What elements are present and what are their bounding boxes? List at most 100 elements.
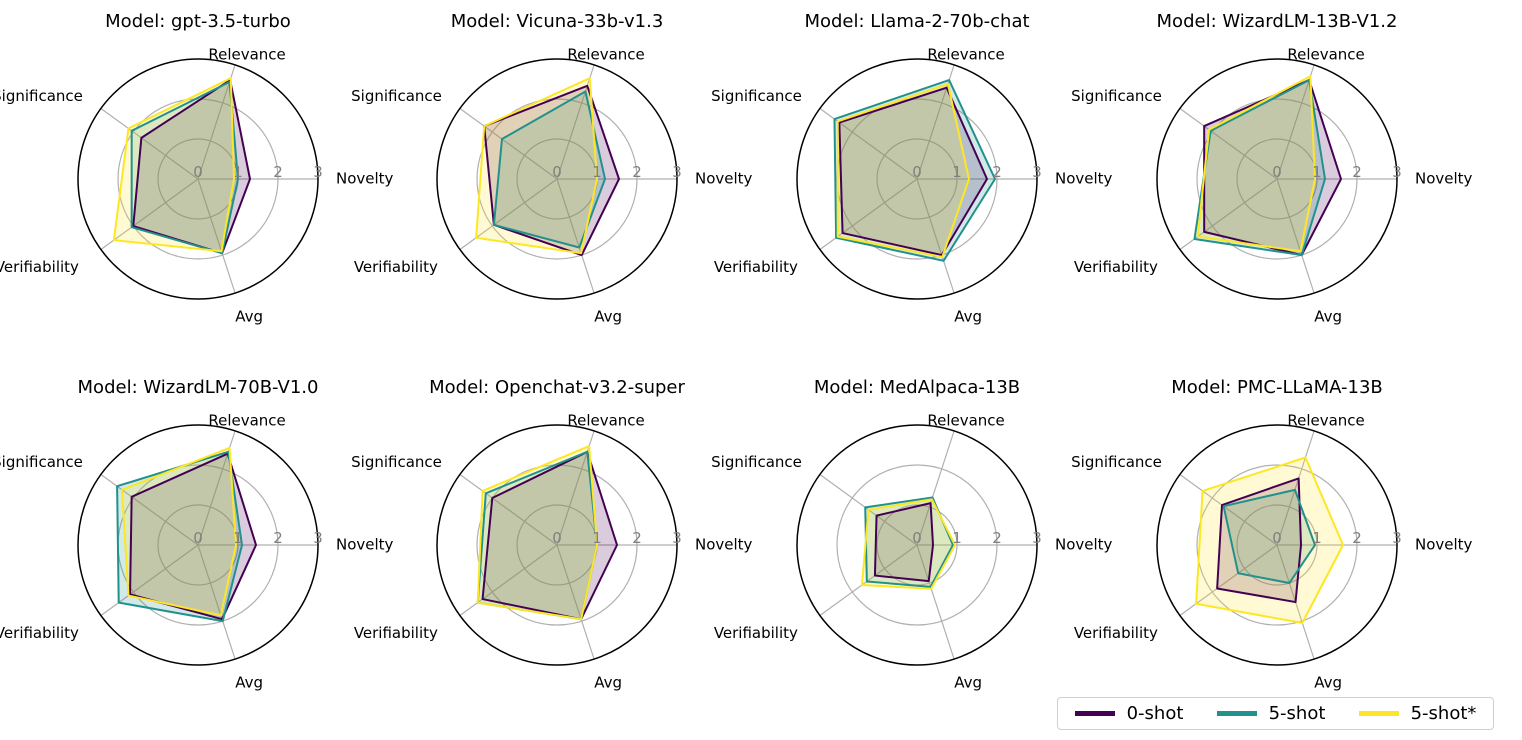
axis-label-novelty: Novelty (1055, 536, 1113, 554)
series-line-0-shot (1216, 477, 1302, 604)
radial-tick-label: 1 (592, 163, 602, 181)
radar-chart-2: Model: Vicuna-33b-v1.3 0 1 2 3 Novelty Relevan… (351, 11, 752, 326)
radial-tick-label: 0 (193, 163, 203, 181)
axis-label-relevance: Relevance (1287, 411, 1364, 429)
axis-label-verifiability: Verifiability (714, 258, 798, 276)
grid-spoke (556, 178, 595, 294)
radial-tick-label: 3 (1392, 163, 1402, 181)
grid-spoke (819, 107, 918, 180)
chart-title: Model: WizardLM-70B-V1.0 (78, 377, 319, 398)
radial-tick-label: 2 (273, 163, 283, 181)
series-fill-5-shot (117, 451, 242, 622)
radial-tick-label: 3 (1392, 529, 1402, 547)
axis-label-significance: Significance (0, 453, 83, 471)
outer-ring (77, 424, 319, 666)
chart-title: Model: WizardLM-13B-V1.2 (1157, 11, 1398, 32)
grid-spoke (1179, 178, 1278, 251)
radial-tick-label: 2 (1352, 163, 1362, 181)
grid-spoke (916, 544, 955, 660)
axis-label-relevance: Relevance (208, 411, 285, 429)
axis-label-avg: Avg (1314, 674, 1342, 692)
grid-spoke (916, 430, 955, 546)
grid-spoke (819, 544, 918, 617)
radial-tick-label: 0 (552, 163, 562, 181)
series-fill-5-shot-star (476, 78, 597, 254)
outer-ring (1156, 58, 1398, 300)
grid-spoke (1276, 430, 1315, 546)
series-fill-0-shot (130, 453, 256, 620)
radial-tick-label: 3 (1032, 163, 1042, 181)
series-fill-0-shot (133, 80, 250, 254)
grid-spoke (556, 544, 595, 660)
series-line-0-shot (838, 86, 988, 257)
grid-spoke (556, 64, 595, 180)
legend: 0-shot 5-shot 5-shot* (1057, 697, 1494, 730)
axis-label-significance: Significance (1071, 453, 1162, 471)
chart-title: Model: Openchat-v3.2-super (429, 377, 685, 398)
radial-tick-label: 0 (552, 529, 562, 547)
axis-label-verifiability: Verifiability (354, 258, 438, 276)
series-fill-5-shot (1223, 489, 1315, 584)
radial-tick-label: 3 (672, 163, 682, 181)
axis-label-relevance: Relevance (927, 45, 1004, 63)
legend-label-5-shot: 5-shot (1268, 703, 1326, 724)
radar-chart-3: Model: Llama-2-70b-chat 0 1 2 3 Novelty Releva… (711, 11, 1112, 326)
axis-label-significance: Significance (1071, 87, 1162, 105)
axis-label-avg: Avg (954, 674, 982, 692)
series-fill-5-shot (1194, 80, 1325, 256)
grid-spoke (100, 107, 199, 180)
axis-label-verifiability: Verifiability (0, 258, 79, 276)
axis-label-significance: Significance (711, 87, 802, 105)
series-line-0-shot (481, 450, 618, 621)
grid-spoke (459, 544, 558, 617)
outer-ring (77, 58, 319, 300)
radial-tick-label: 1 (952, 529, 962, 547)
radial-tick-label: 1 (1312, 529, 1322, 547)
series-line-5-shot-star (120, 446, 237, 617)
series-fill-5-shot-star (837, 83, 969, 257)
legend-item-5-shot: 5-shot (1216, 703, 1326, 724)
axis-label-novelty: Novelty (695, 536, 753, 554)
series-line-5-shot (833, 79, 996, 262)
radar-chart-7: Model: MedAlpaca-13B 0 1 2 3 Novelty Relevance… (711, 377, 1112, 692)
series-line-5-shot-star (860, 498, 956, 590)
series-fill-5-shot (477, 451, 597, 620)
series-line-5-shot-star (112, 77, 235, 253)
chart-title: Model: PMC-LLaMA-13B (1171, 377, 1383, 398)
series-fill-0-shot (484, 85, 619, 256)
axis-label-novelty: Novelty (1415, 536, 1473, 554)
axis-label-significance: Significance (0, 87, 83, 105)
radial-tick-label: 3 (313, 163, 323, 181)
series-line-0-shot (129, 452, 257, 621)
legend-label-0-shot: 0-shot (1126, 703, 1184, 724)
series-fill-5-shot (834, 80, 995, 261)
series-fill-5-shot-star (121, 447, 236, 616)
outer-ring (436, 424, 678, 666)
radar-chart-1: Model: gpt-3.5-turbo 0 1 2 3 Novelty Relevance… (0, 11, 394, 326)
grid-spoke (100, 544, 199, 617)
axis-label-relevance: Relevance (1287, 45, 1364, 63)
chart-title: Model: MedAlpaca-13B (814, 377, 1020, 398)
series-line-5-shot-star (836, 82, 970, 258)
radial-tick-label: 2 (992, 163, 1002, 181)
radial-tick-label: 0 (1272, 529, 1282, 547)
outer-ring (796, 424, 1038, 666)
axis-label-novelty: Novelty (336, 170, 394, 188)
radial-tick-label: 3 (1032, 529, 1042, 547)
outer-ring (1156, 424, 1398, 666)
radial-tick-label: 0 (193, 529, 203, 547)
grid-spoke (459, 107, 558, 180)
series-line-5-shot (1222, 488, 1316, 585)
radar-chart-4: Model: WizardLM-13B-V1.2 0 1 2 3 Novelty Relev… (1071, 11, 1472, 326)
series-fill-0-shot (482, 451, 617, 620)
grid-spoke (100, 178, 199, 251)
radial-tick-label: 0 (912, 529, 922, 547)
axis-label-avg: Avg (594, 674, 622, 692)
grid-spoke (916, 178, 955, 294)
series-line-0-shot (873, 502, 934, 583)
grid-spoke (1179, 107, 1278, 180)
series-fill-0-shot (839, 87, 987, 256)
series-line-0-shot (132, 79, 251, 255)
axis-label-significance: Significance (351, 87, 442, 105)
